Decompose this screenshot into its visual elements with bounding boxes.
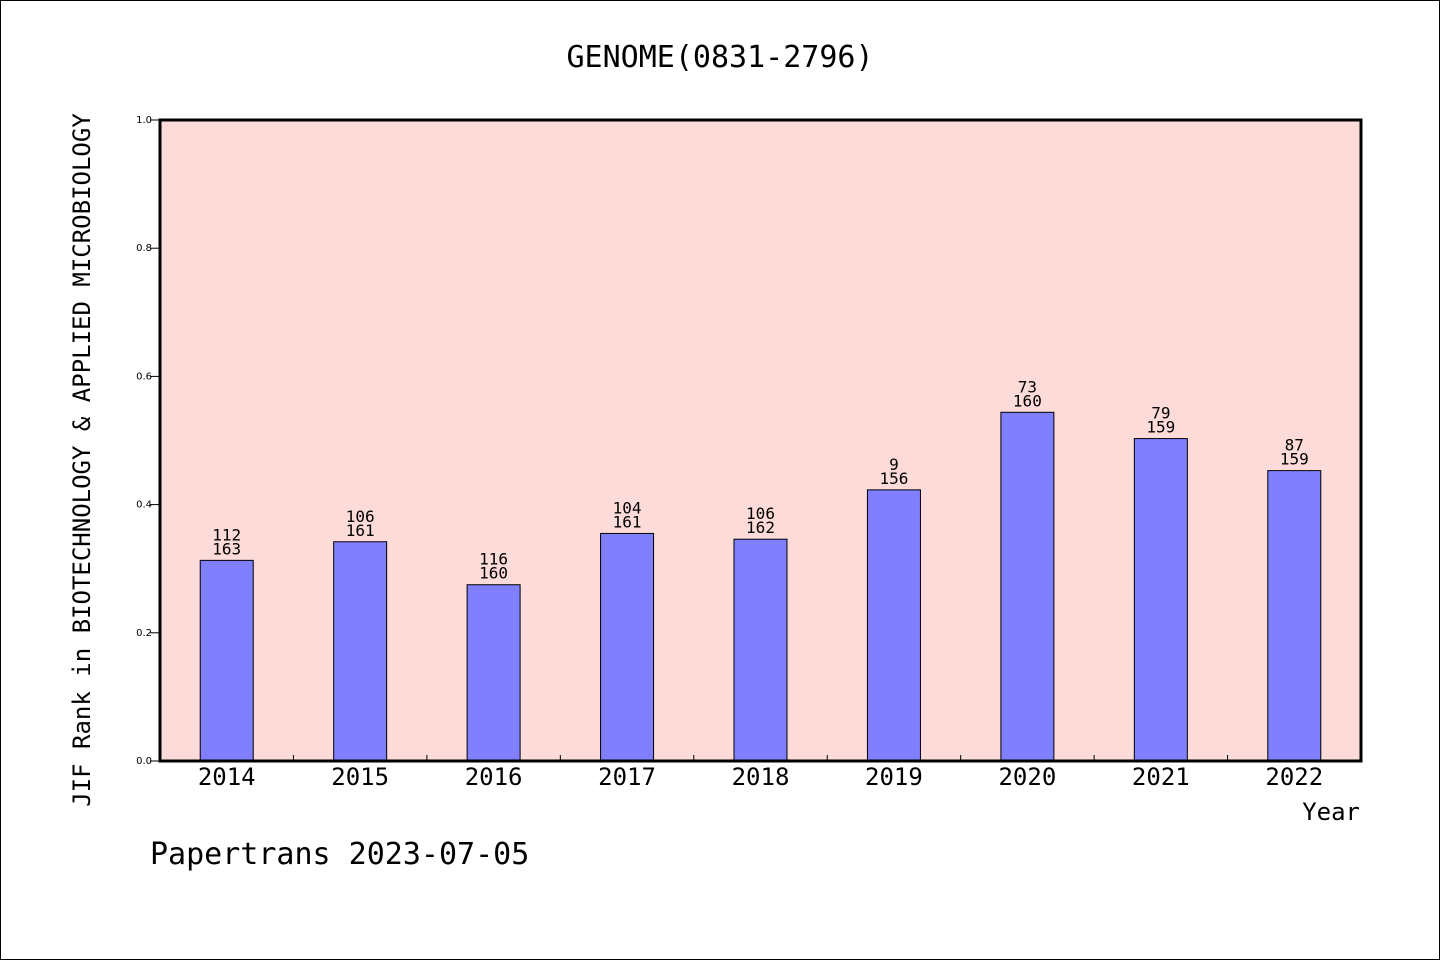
- bar-total-label: 159: [1280, 450, 1309, 469]
- x-tick-label: 2017: [598, 763, 656, 791]
- bar-rank-label: 106: [346, 507, 375, 526]
- bar-rank-label: 9: [889, 455, 899, 474]
- bar-rank-label: 106: [746, 504, 775, 523]
- bar-2021: [1133, 438, 1188, 762]
- x-tick-label: 2015: [331, 763, 389, 791]
- y-tick-label: 0.2: [136, 628, 152, 639]
- y-tick-label: 1.0: [136, 115, 152, 126]
- bar-rank-label: 79: [1151, 404, 1170, 423]
- x-tick-label: 2016: [465, 763, 523, 791]
- bar-2016: [466, 584, 521, 762]
- x-axis-label: Year: [1302, 798, 1360, 826]
- y-tick-label: 0.8: [136, 243, 152, 254]
- bars-layer: [199, 411, 1322, 762]
- bar-2020: [1000, 411, 1055, 762]
- bar-rank-label: 104: [613, 498, 642, 517]
- y-axis: 0.0 0.2 0.4 0.6 0.8 1.0: [136, 115, 160, 767]
- bar-2019: [866, 489, 921, 762]
- plot-border: [158, 118, 1363, 763]
- bar-total-label: 159: [1146, 418, 1175, 437]
- bar-2015: [333, 541, 388, 762]
- bar-rank-label: 116: [479, 550, 508, 569]
- x-tick-label: 2020: [998, 763, 1056, 791]
- bar-rank-label: 73: [1018, 377, 1037, 396]
- bar-total-label: 162: [746, 518, 775, 537]
- x-tick-label: 2018: [732, 763, 790, 791]
- x-tick-label: 2022: [1265, 763, 1323, 791]
- bar-total-label: 163: [212, 539, 241, 558]
- y-tick-label: 0.4: [136, 500, 152, 511]
- bar-total-label: 160: [1013, 391, 1042, 410]
- bar-2017: [600, 532, 655, 762]
- bar-rank-label: 87: [1285, 436, 1304, 455]
- footer-credit: Papertrans 2023-07-05: [150, 837, 529, 872]
- bar-2018: [733, 538, 788, 762]
- x-axis: 2014 2015 2016 2017 2018 2019 2020 2021 2022: [198, 755, 1323, 791]
- y-tick-label: 0.6: [136, 371, 152, 382]
- bar-total-label: 156: [879, 469, 908, 488]
- x-tick-label: 2021: [1132, 763, 1190, 791]
- y-tick-label: 0.0: [136, 756, 152, 767]
- x-tick-label: 2014: [198, 763, 256, 791]
- bar-2022: [1267, 470, 1322, 762]
- bar-total-label: 160: [479, 564, 508, 583]
- y-axis-label: JIF Rank in BIOTECHNOLOGY & APPLIED MICR…: [68, 113, 96, 807]
- bar-total-label: 161: [613, 512, 642, 531]
- bar-rank-label: 112: [212, 525, 241, 544]
- x-tick-label: 2019: [865, 763, 923, 791]
- bar-total-label: 161: [346, 521, 375, 540]
- bar-2014: [199, 559, 254, 762]
- chart-title: GENOME(0831-2796): [566, 40, 873, 75]
